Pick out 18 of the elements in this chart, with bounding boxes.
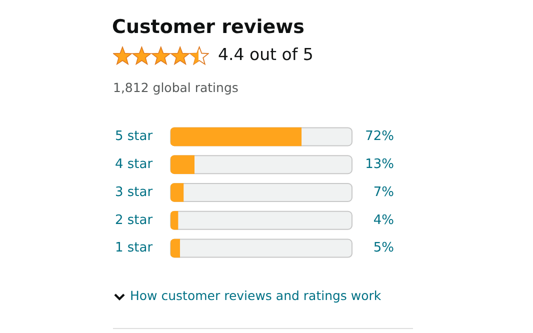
chart-subtitle: 4.4 out of 5 [218, 45, 314, 64]
text: 1,812 global ratings [113, 80, 238, 95]
y-tick-label: 2 star [114, 212, 154, 228]
text: How customer reviews and ratings work [130, 288, 382, 303]
data-label: 72% [365, 129, 394, 144]
bar [170, 211, 178, 230]
bar [170, 238, 180, 258]
chart-title: Customer reviews [112, 16, 304, 38]
y-tick-label: 3 star [114, 184, 154, 200]
bar [170, 155, 194, 174]
data-label: 13% [365, 156, 394, 172]
y-tick-label: 5 star [114, 129, 154, 144]
data-label: 5% [373, 240, 394, 256]
y-tick-label: 1 star [114, 240, 154, 256]
data-label: 4% [373, 212, 394, 228]
bar [170, 183, 184, 202]
data-label: 7% [373, 184, 394, 200]
y-tick-label: 4 star [114, 156, 154, 172]
